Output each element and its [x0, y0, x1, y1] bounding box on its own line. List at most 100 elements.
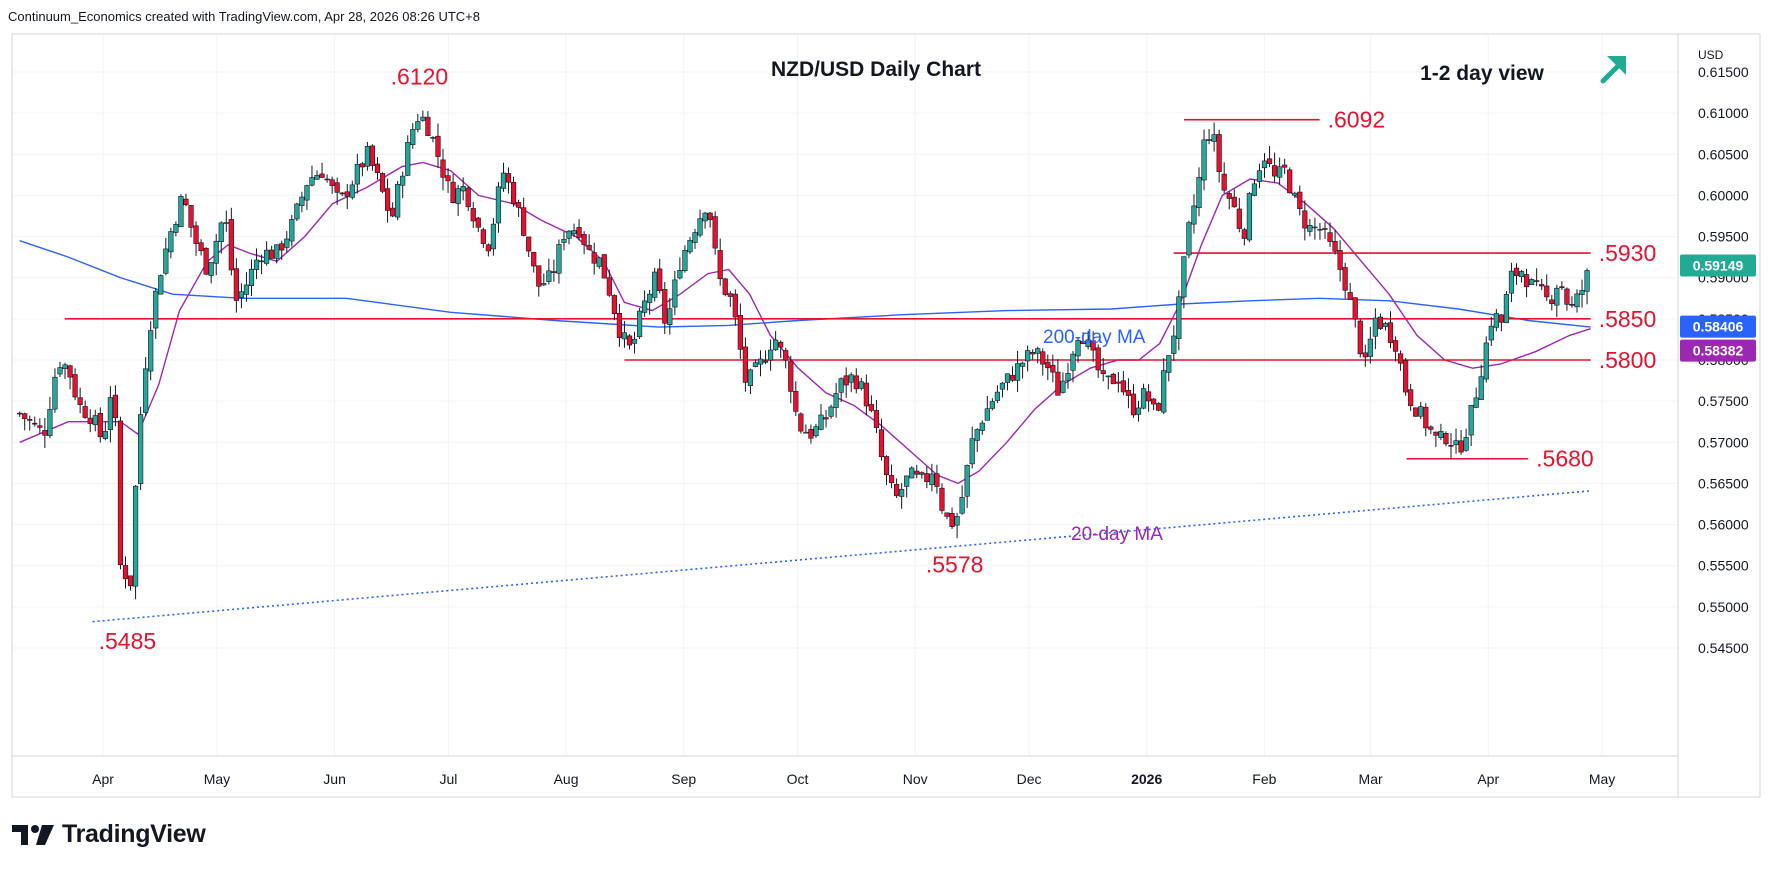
candle-body	[62, 364, 68, 370]
candle-body	[561, 238, 567, 243]
candle-body	[314, 175, 320, 180]
candle-body	[1529, 279, 1535, 286]
candle-body	[596, 257, 602, 267]
chart-attribution: Continuum_Economics created with Trading…	[8, 9, 480, 24]
candle-body	[284, 238, 290, 248]
candle-body	[989, 401, 995, 409]
candle-body	[833, 393, 839, 408]
candle-body	[939, 487, 945, 511]
candle-body	[269, 249, 275, 259]
candle-body	[1025, 350, 1031, 362]
x-tick-label: May	[1589, 771, 1615, 787]
candle-body	[1518, 271, 1525, 278]
candle-body	[1271, 165, 1278, 177]
candle-body	[707, 212, 713, 220]
candle-body	[233, 268, 239, 301]
candle-body	[1156, 403, 1162, 411]
candle-body	[42, 430, 48, 436]
candle-body	[601, 254, 607, 279]
candle-body	[243, 284, 250, 295]
candle-body	[57, 367, 63, 375]
candle-body	[1347, 292, 1353, 300]
candle-body	[823, 417, 829, 420]
candle-body	[107, 397, 113, 430]
x-tick-label: May	[204, 771, 230, 787]
candle-body	[1297, 191, 1303, 209]
candle-body	[1579, 290, 1585, 295]
candle-body	[1498, 314, 1504, 323]
candle-body	[1231, 196, 1237, 208]
level-label: .5930	[1599, 240, 1657, 266]
candle-body	[112, 394, 119, 419]
candle-body	[1483, 342, 1489, 380]
price-badge	[1680, 315, 1756, 338]
candle-body	[1458, 440, 1464, 453]
candle-body	[248, 268, 255, 286]
ma20-polyline	[19, 161, 1591, 485]
candle-body	[1050, 364, 1056, 373]
candle-body	[485, 244, 491, 252]
candle-body	[1110, 373, 1116, 385]
candle-body	[77, 397, 83, 405]
candle-body	[848, 374, 854, 383]
candle-body	[747, 369, 754, 387]
chart-title: NZD/USD Daily Chart	[771, 58, 981, 81]
tradingview-logo[interactable]: TradingView	[12, 820, 206, 849]
candle-body	[757, 358, 764, 365]
candle-body	[102, 431, 108, 439]
candle-body	[1584, 270, 1590, 292]
candle-body	[405, 142, 411, 176]
candle-body	[294, 203, 300, 220]
candle-body	[1060, 380, 1066, 393]
candle-body	[1559, 286, 1565, 289]
candle-body	[1080, 341, 1086, 345]
candle-body	[1362, 352, 1368, 358]
candle-body	[253, 259, 260, 270]
candle-body	[576, 227, 582, 238]
candle-body	[1317, 228, 1323, 231]
candle-body	[949, 513, 955, 527]
candle-body	[22, 413, 28, 420]
time-axis[interactable]: Apr May Jun Jul Aug Sep Oct Nov Dec 2026 Feb Mar Apr…	[92, 771, 1615, 787]
candle-body	[158, 275, 164, 295]
candle-body	[1241, 229, 1247, 239]
candle-body	[944, 512, 950, 517]
arrow-up-right-icon	[1600, 56, 1626, 84]
candle-body	[324, 178, 330, 181]
candle-body	[198, 242, 204, 252]
candle-body	[1478, 376, 1484, 400]
candle-body	[712, 216, 718, 249]
candle-body	[1433, 431, 1439, 436]
candle-body	[586, 244, 592, 250]
candle-body	[1493, 313, 1499, 328]
candle-body	[1236, 208, 1242, 229]
candle-body	[1201, 139, 1207, 181]
candle-body	[919, 472, 925, 475]
candle-body	[1181, 256, 1187, 298]
candle-body	[546, 270, 552, 282]
candle-body	[173, 224, 179, 233]
candle-body	[1095, 347, 1101, 371]
candle-body	[455, 188, 461, 204]
candle-body	[1418, 406, 1424, 417]
candle-body	[1045, 361, 1051, 369]
candle-body	[1352, 297, 1358, 320]
candle-body	[127, 575, 134, 587]
x-tick-label: Aug	[554, 771, 579, 787]
candle-body	[878, 429, 885, 458]
candle-body	[1246, 193, 1252, 241]
candle-body	[818, 414, 824, 430]
candle-body	[1135, 407, 1142, 415]
candle-body	[203, 247, 209, 275]
candle-body	[67, 365, 73, 378]
candle-body	[1387, 322, 1394, 343]
candle-body	[450, 181, 456, 203]
candle-body	[1282, 164, 1288, 168]
candle-body	[1428, 426, 1434, 430]
candle-body	[1261, 160, 1268, 169]
candle-body	[344, 191, 350, 197]
candle-body	[334, 182, 340, 193]
candle-body	[1216, 134, 1222, 172]
candle-body	[122, 565, 129, 580]
